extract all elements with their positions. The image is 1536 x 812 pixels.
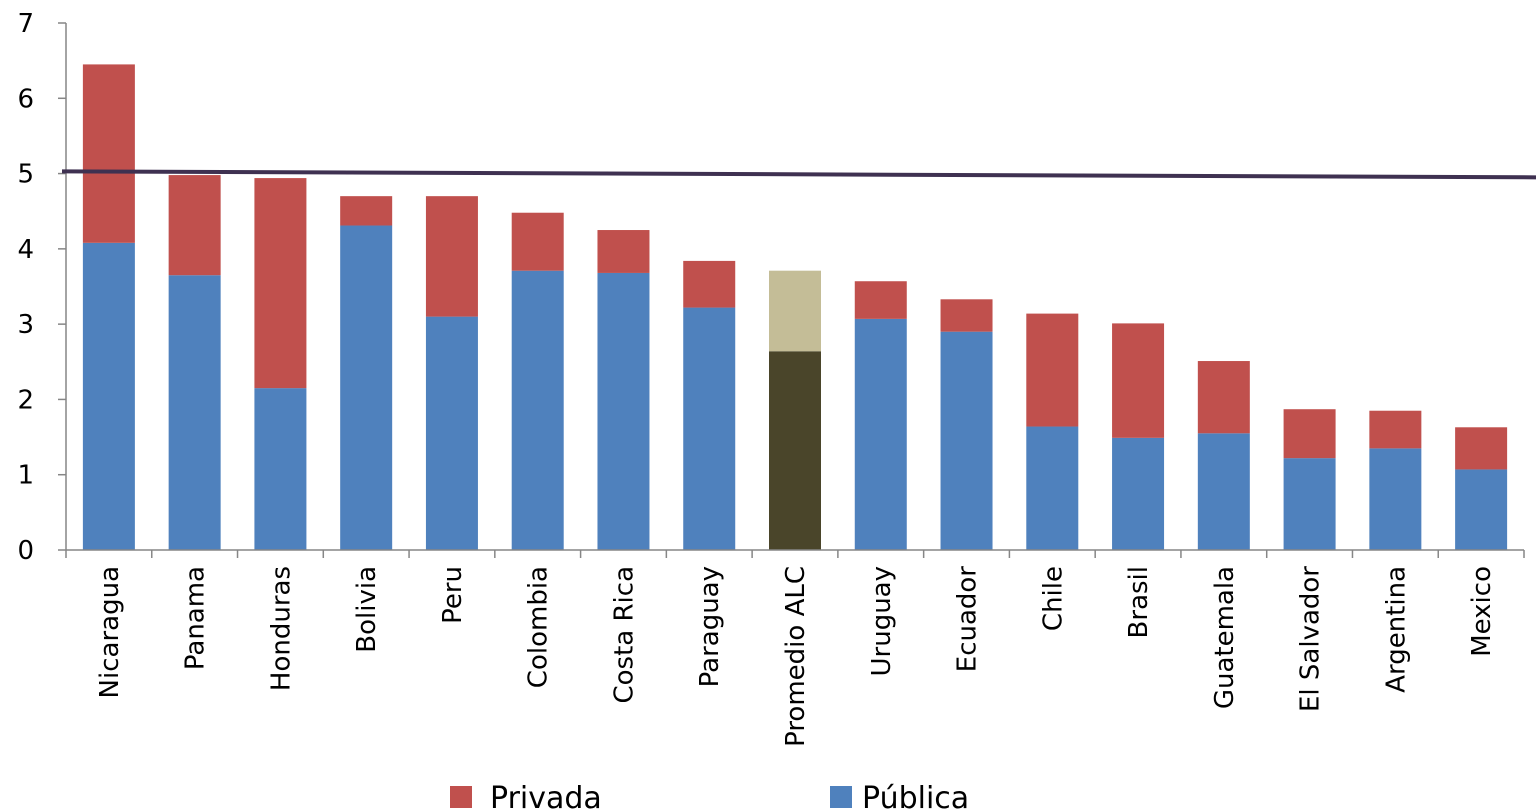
bar-privada-chile (1026, 313, 1079, 427)
bar-privada-colombia (511, 212, 564, 271)
bar-privada-mexico (1455, 427, 1508, 470)
legend-publica-label: Pública (862, 781, 969, 812)
x-tick-label-colombia: Colombia (524, 566, 554, 688)
bar-publica-uruguay (854, 318, 907, 550)
y-tick-label: 6 (17, 84, 34, 114)
bar-publica-colombia (511, 270, 564, 550)
bar-publica-peru (425, 316, 478, 550)
bar-privada-promedio-alc (769, 270, 821, 352)
x-tick-label-nicaragua: Nicaragua (95, 566, 125, 698)
bar-publica-bolivia (340, 225, 393, 551)
reference-line-group (61, 169, 1536, 180)
bar-publica-ecuador (940, 331, 993, 550)
x-tick-label-uruguay: Uruguay (867, 566, 897, 677)
bar-publica-el-salvador (1283, 458, 1336, 550)
x-tick-label-promedio-alc: Promedio ALC (781, 566, 811, 747)
bar-publica-promedio-alc (769, 351, 821, 550)
y-tick-label: 2 (17, 385, 34, 415)
bar-publica-paraguay (683, 307, 736, 550)
bar-privada-peru (425, 196, 478, 317)
bar-privada-honduras (254, 178, 307, 389)
y-tick-label: 7 (17, 9, 34, 39)
x-tick-label-paraguay: Paraguay (695, 566, 725, 687)
x-tick-label-chile: Chile (1038, 566, 1068, 631)
x-tick-label-peru: Peru (438, 566, 468, 624)
bar-privada-nicaragua (82, 64, 135, 243)
y-tick-label: 3 (17, 310, 34, 340)
bar-publica-brasil (1112, 437, 1165, 550)
bar-privada-ecuador (940, 299, 993, 332)
x-tick-label-panama: Panama (181, 566, 211, 670)
bar-privada-paraguay (683, 260, 736, 308)
bar-publica-costa-rica (597, 272, 650, 550)
x-tick-label-argentina: Argentina (1381, 566, 1411, 693)
x-tick-label-guatemala: Guatemala (1210, 566, 1240, 709)
legend-publica-swatch (830, 786, 852, 808)
y-tick-label: 0 (17, 536, 34, 566)
bar-publica-panama (168, 275, 221, 550)
bar-publica-guatemala (1197, 433, 1250, 550)
labels-group: Nicaragua Panama Honduras Bolivia Peru Colomb… (95, 566, 1497, 747)
x-tick-label-el-salvador: El Salvador (1296, 566, 1326, 712)
bar-publica-mexico (1455, 469, 1508, 550)
reference-line (61, 169, 1536, 180)
bar-privada-panama (168, 175, 221, 276)
bar-privada-brasil (1112, 323, 1165, 438)
x-tick-label-mexico: Mexico (1467, 566, 1497, 657)
y-tick-label: 5 (17, 160, 34, 190)
bar-privada-guatemala (1197, 361, 1250, 434)
y-tick-label: 1 (17, 461, 34, 491)
x-tick-label-costa-rica: Costa Rica (609, 566, 639, 704)
x-tick-label-brasil: Brasil (1124, 566, 1154, 638)
bar-privada-costa-rica (597, 230, 650, 273)
bar-privada-uruguay (854, 281, 907, 319)
bar-privada-el-salvador (1283, 409, 1336, 459)
y-tick-label: 4 (17, 235, 34, 265)
bar-publica-chile (1026, 426, 1079, 550)
bar-privada-bolivia (340, 196, 393, 226)
bar-privada-argentina (1369, 410, 1422, 449)
x-tick-label-ecuador: Ecuador (953, 566, 983, 673)
legend: Privada Pública (450, 781, 969, 812)
bar-publica-honduras (254, 388, 307, 550)
x-tick-label-honduras: Honduras (266, 566, 296, 691)
axes-group: 0 1 2 3 4 5 6 7 (17, 9, 1525, 566)
legend-privada-label: Privada (490, 781, 602, 812)
bars-group (82, 64, 1508, 551)
legend-privada-swatch (450, 786, 472, 808)
bar-publica-argentina (1369, 448, 1422, 550)
x-tick-label-bolivia: Bolivia (352, 566, 382, 653)
bar-publica-nicaragua (82, 242, 135, 550)
